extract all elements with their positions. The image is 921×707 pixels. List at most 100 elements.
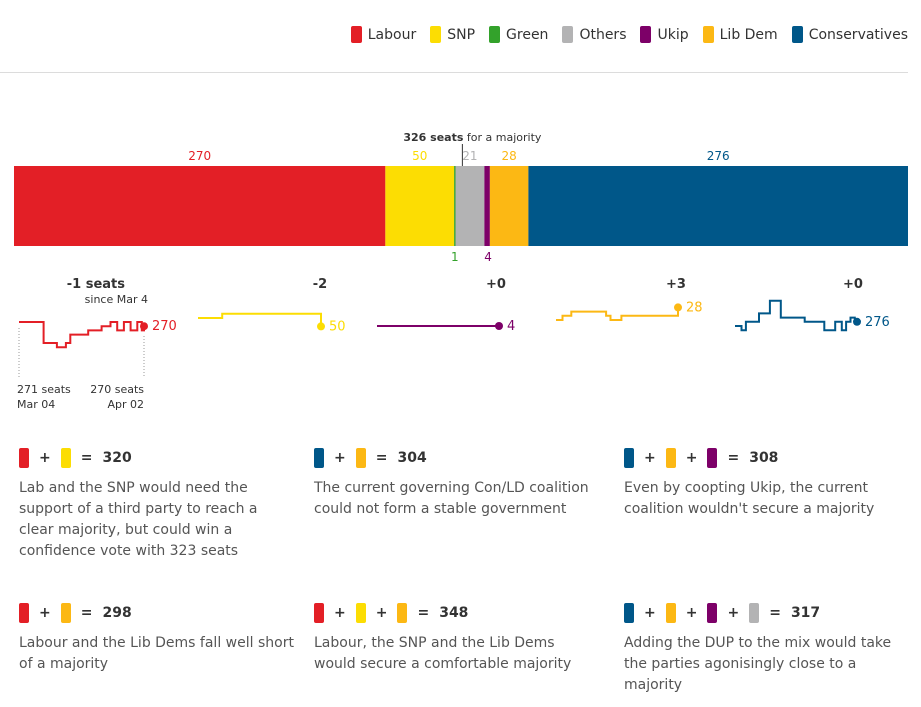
coalition-total: 304 [397, 450, 427, 466]
legend-item-labour: Labour [350, 26, 416, 43]
coalition-total: 348 [439, 605, 469, 621]
equals-sign: = [417, 605, 430, 621]
legend-swatch [640, 26, 652, 43]
equals-sign: = [80, 450, 93, 466]
end-date-label: Apr 02 [107, 398, 144, 411]
sparkline-end-dot-snp [317, 322, 325, 331]
coalition-card: + = 298 Labour and the Lib Dems fall well s… [19, 603, 294, 675]
bar-label-green: 1 [451, 250, 459, 264]
legend-item-conservatives: Conservatives [791, 26, 908, 43]
bar-ukip [484, 166, 490, 246]
coalition-total: 317 [790, 605, 821, 621]
party-swatch [624, 448, 634, 468]
coalition-equation: + + + = 317 [624, 603, 899, 623]
legend-item-ukip: Ukip [640, 26, 689, 43]
change-ukip: +0 [486, 277, 506, 292]
sparkline-lib-dem [556, 307, 679, 321]
legend-swatch [350, 26, 362, 43]
start-date-label: Mar 04 [17, 398, 55, 411]
coalition-equation: + + = 308 [624, 448, 899, 468]
bar-label-conservatives: 276 [707, 149, 730, 163]
coalition-description: Even by coopting Ukip, the current coali… [624, 480, 875, 517]
legend-swatch [702, 26, 714, 43]
plus-sign: + [644, 605, 656, 621]
sparkline-conservatives [735, 299, 857, 332]
change-snp: -2 [313, 277, 327, 292]
legend-label: SNP [447, 26, 476, 43]
legend-label: Lib Dem [719, 26, 778, 43]
legend-swatch [791, 26, 803, 43]
seat-projection-chart: 270 50 1 21 4 28 276 326 seats for a majority 27… [14, 131, 908, 411]
bar-snp [385, 166, 455, 246]
sparkline-snp [198, 312, 322, 327]
coalition-equation: + = 304 [314, 448, 589, 468]
coalition-card: + + = 308 Even by coopting Ukip, the current… [624, 448, 899, 520]
sparkline-latest-conservatives: 276 [865, 315, 890, 330]
sparkline-end-dot-labour [140, 322, 148, 331]
legend: Labour SNP Green Others Ukip Lib Dem Conservat… [350, 26, 908, 43]
plus-sign: + [727, 605, 740, 621]
change-conservatives: +0 [843, 277, 863, 292]
sparkline-labour [19, 321, 145, 349]
plus-sign: + [685, 450, 698, 466]
equals-sign: = [769, 605, 781, 621]
coalition-card: + = 320 Lab and the SNP would need the supp… [19, 448, 294, 562]
change-note: since Mar 4 [85, 293, 148, 306]
bar-label-snp: 50 [412, 149, 427, 163]
bar-conservatives [528, 166, 908, 246]
coalition-card: + + = 348 Labour, the SNP and the Lib Dems w… [314, 603, 589, 675]
equals-sign: = [375, 450, 388, 466]
party-swatch [60, 448, 71, 468]
party-swatch [397, 603, 408, 623]
coalition-description: Lab and the SNP would need the support o… [19, 480, 258, 559]
majority-label: 326 seats for a majority [403, 131, 542, 144]
coalition-card: + = 304 The current governing Con/LD coalit… [314, 448, 589, 520]
bar-lib-dem [489, 166, 529, 246]
party-swatch [665, 448, 676, 468]
party-swatch [60, 603, 71, 623]
header-divider [0, 72, 908, 73]
legend-item-snp: SNP [430, 26, 475, 43]
coalition-description: Adding the DUP to the mix would take the… [624, 635, 892, 693]
party-swatch [749, 603, 760, 623]
bar-label-lib-dem: 28 [501, 149, 516, 163]
bar-label-ukip: 4 [484, 250, 492, 264]
legend-swatch [489, 26, 501, 43]
bar-label-others: 21 [462, 149, 477, 163]
coalition-description: The current governing Con/LD coalition c… [314, 480, 589, 517]
party-swatch [314, 448, 324, 468]
bar-others [455, 166, 485, 246]
sparkline-latest-ukip: 4 [507, 319, 515, 334]
legend-swatch [562, 26, 574, 43]
coalition-total: 308 [749, 450, 779, 466]
change-labour: -1 seats [67, 277, 126, 292]
start-seats-label: 271 seats [17, 383, 71, 396]
plus-sign: + [375, 605, 388, 621]
legend-label: Others [579, 26, 627, 43]
legend-label: Ukip [657, 26, 689, 43]
plus-sign: + [334, 450, 346, 466]
legend-item-others: Others [562, 26, 626, 43]
end-seats-label: 270 seats [90, 383, 144, 396]
legend-item-green: Green [489, 26, 548, 43]
coalition-description: Labour and the Lib Dems fall well short … [19, 635, 294, 672]
plus-sign: + [39, 450, 51, 466]
equals-sign: = [727, 450, 740, 466]
sparkline-latest-labour: 270 [152, 319, 177, 334]
plus-sign: + [644, 450, 656, 466]
party-swatch [665, 603, 676, 623]
change-lib-dem: +3 [666, 277, 686, 292]
bar-labour [14, 166, 386, 246]
party-swatch [355, 448, 366, 468]
legend-label: Conservatives [808, 26, 908, 43]
plus-sign: + [39, 605, 51, 621]
sparkline-end-dot-conservatives [853, 317, 861, 326]
sparkline-end-dot-ukip [495, 322, 503, 330]
party-swatch [707, 448, 718, 468]
coalition-equation: + + = 348 [314, 603, 589, 623]
bar-label-labour: 270 [188, 149, 211, 163]
party-swatch [314, 603, 324, 623]
party-swatch [707, 603, 718, 623]
coalition-total: 298 [102, 605, 132, 621]
party-swatch [624, 603, 634, 623]
